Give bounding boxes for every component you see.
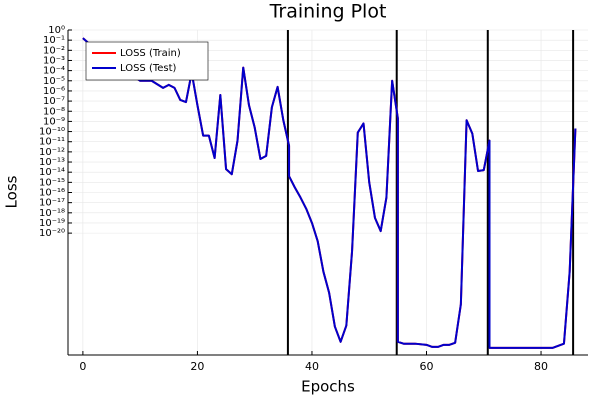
y-tick-label: 10⁻¹²	[39, 147, 65, 158]
legend-label: LOSS (Train)	[120, 48, 181, 59]
series-line	[82, 37, 577, 349]
y-tick-label: 10⁻⁷	[43, 96, 65, 107]
y-tick-label: 10⁻⁵	[43, 76, 65, 87]
x-tick-label: 20	[190, 360, 204, 373]
y-tick-label: 10⁻⁴	[43, 66, 65, 77]
y-tick-label: 10⁻¹⁹	[39, 218, 65, 229]
y-tick-label: 10⁻⁶	[43, 86, 65, 97]
y-tick-label: 10⁰	[48, 25, 65, 36]
y-tick-label: 10⁻³	[43, 55, 65, 66]
legend: LOSS (Train) LOSS (Test)	[85, 41, 209, 81]
x-tick-label: 80	[534, 360, 548, 373]
chart-title: Training Plot	[269, 1, 387, 23]
y-tick-label: 10⁻¹⁰	[39, 127, 65, 138]
x-tick-label: 60	[420, 360, 434, 373]
legend-label: LOSS (Test)	[120, 63, 177, 74]
y-tick-label: 10⁻¹¹	[39, 137, 65, 148]
y-tick-label: 10⁻¹³	[39, 157, 65, 168]
y-tick-label: 10⁻⁹	[43, 116, 65, 127]
y-tick-label: 10⁻¹⁴	[39, 167, 65, 178]
legend-box	[85, 41, 209, 81]
y-tick-label: 10⁻¹⁷	[39, 198, 65, 209]
y-tick-label: 10⁻²	[43, 45, 65, 56]
y-tick-label: 10⁻¹⁶	[39, 188, 65, 199]
y-axis-label: Loss	[3, 175, 21, 208]
x-tick-label: 40	[305, 360, 319, 373]
x-tick-label: 0	[79, 360, 86, 373]
y-tick-label: 10⁻⁸	[43, 106, 65, 117]
y-tick-label: 10⁻¹⁸	[39, 208, 65, 219]
x-axis-label: Epochs	[301, 378, 355, 396]
y-tick-label: 10⁻¹	[43, 35, 65, 46]
y-tick-label: 10⁻¹⁵	[39, 177, 65, 188]
y-tick-label: 10⁻²⁰	[39, 228, 65, 239]
